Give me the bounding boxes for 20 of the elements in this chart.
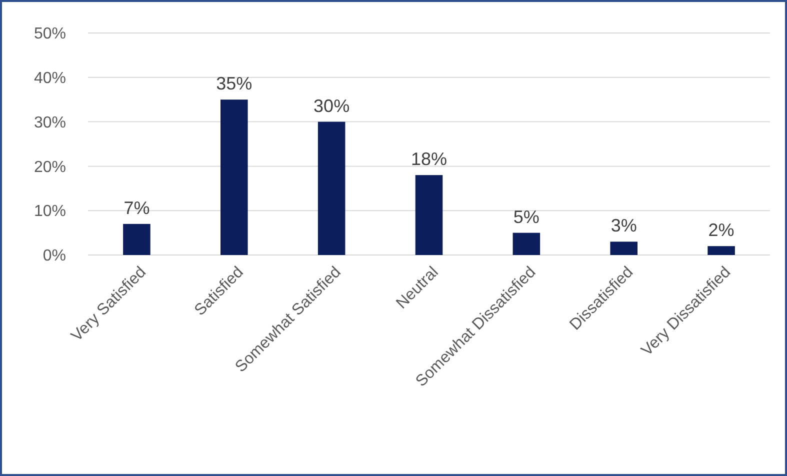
y-tick-label: 10%	[34, 203, 66, 220]
y-tick-label: 30%	[34, 114, 66, 132]
data-label: 35%	[216, 74, 252, 94]
data-label: 18%	[410, 149, 448, 170]
bar	[318, 122, 346, 255]
bar	[415, 175, 443, 255]
y-tick-label: 20%	[34, 158, 66, 176]
bar	[220, 100, 248, 255]
bar	[123, 224, 150, 255]
data-label: 5%	[513, 206, 540, 227]
y-tick-label: 50%	[34, 26, 66, 43]
data-label: 2%	[708, 220, 734, 240]
data-label: 3%	[610, 216, 637, 236]
y-tick-label: 40%	[34, 70, 66, 87]
data-label: 7%	[124, 198, 150, 218]
bar	[610, 242, 638, 255]
bar	[512, 232, 540, 255]
y-tick-label: 0%	[42, 248, 66, 265]
bar	[708, 246, 735, 255]
data-label: 30%	[314, 96, 350, 116]
